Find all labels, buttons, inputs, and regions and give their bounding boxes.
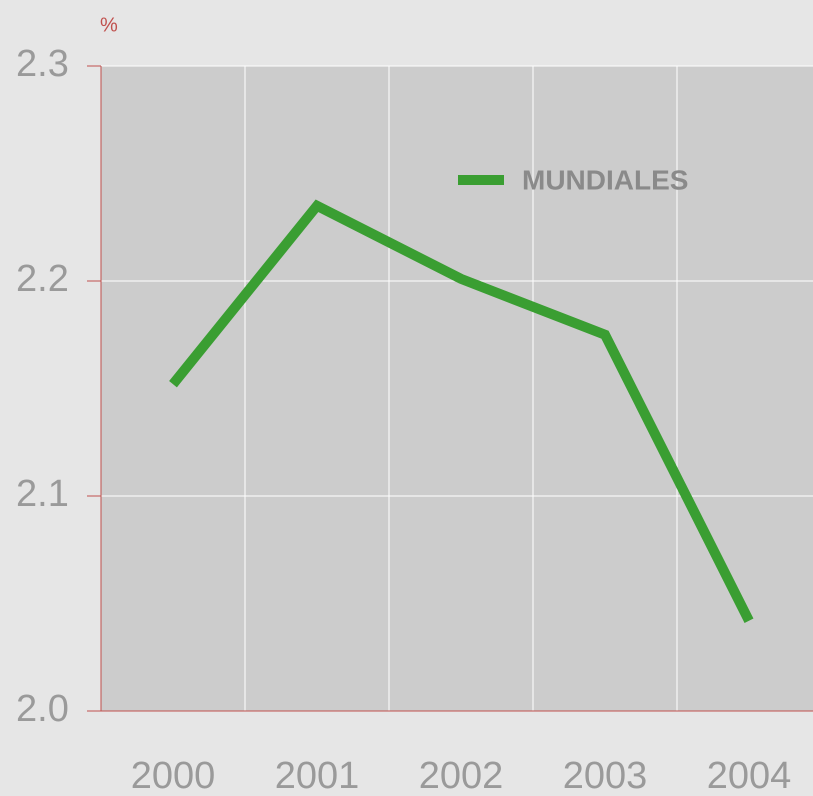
x-tick-label: 2001 (275, 755, 360, 796)
y-unit: % (100, 14, 118, 36)
x-tick-label: 2002 (419, 755, 504, 796)
plot-area (101, 66, 813, 711)
data-line (169, 199, 754, 623)
y-tick-label: 2.3 (16, 43, 69, 85)
y-tick-label: 2.0 (16, 688, 69, 730)
x-tick-label: 2003 (563, 755, 648, 796)
y-tick-label: 2.2 (16, 258, 69, 300)
legend-label: MUNDIALES (522, 164, 688, 195)
x-tick-label: 2000 (131, 755, 216, 796)
x-tick-label: 2004 (707, 755, 792, 796)
y-tick-label: 2.1 (16, 473, 69, 515)
